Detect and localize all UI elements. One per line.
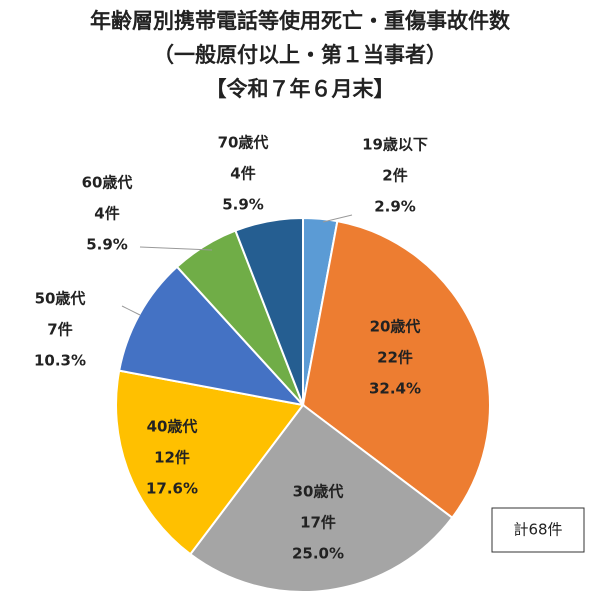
chart-title: 年齢層別携帯電話等使用死亡・重傷事故件数	[90, 9, 511, 33]
slice-percent: 10.3%	[34, 352, 86, 370]
slice-category: 19歳以下	[362, 136, 428, 154]
total-box	[491, 507, 585, 553]
leader-line	[139, 246, 213, 251]
slice-value: 7件	[47, 321, 72, 339]
slice-value: 17件	[300, 514, 336, 532]
slice-category: 70歳代	[218, 134, 269, 152]
slice-percent: 5.9%	[86, 236, 128, 254]
pie-slice	[188, 403, 454, 593]
slice-percent: 25.0%	[292, 545, 344, 563]
chart-period: 【令和７年６月末】	[206, 77, 395, 101]
slice-value: 4件	[94, 205, 119, 223]
pie-slice	[115, 369, 305, 556]
slice-value: 4件	[230, 165, 255, 183]
slice-value: 12件	[154, 449, 190, 467]
total-label: 計68件	[513, 521, 562, 539]
chart-subtitle: （一般原付以上・第１当事者）	[153, 43, 447, 67]
pie-slice	[301, 220, 491, 520]
slice-category: 20歳代	[370, 318, 421, 336]
slice-category: 50歳代	[35, 290, 86, 308]
leader-line	[121, 305, 141, 316]
slice-value: 22件	[377, 349, 413, 367]
labels: 19歳以下 2件 2.9% 20歳代 22件 32.4% 30歳代 17件 25.0% 40歳代 1…	[34, 134, 428, 563]
slice-percent: 17.6%	[146, 480, 198, 498]
pie-slice	[118, 265, 306, 407]
slice-percent: 2.9%	[374, 198, 416, 216]
pie	[115, 216, 491, 593]
slice-category: 30歳代	[293, 483, 344, 501]
slice-category: 40歳代	[147, 418, 198, 436]
slice-category: 60歳代	[82, 174, 133, 192]
slice-value: 2件	[382, 167, 407, 185]
slice-percent: 32.4%	[369, 380, 421, 398]
leader-line	[322, 214, 353, 223]
pie-slice	[234, 216, 304, 406]
slice-percent: 5.9%	[222, 196, 264, 214]
